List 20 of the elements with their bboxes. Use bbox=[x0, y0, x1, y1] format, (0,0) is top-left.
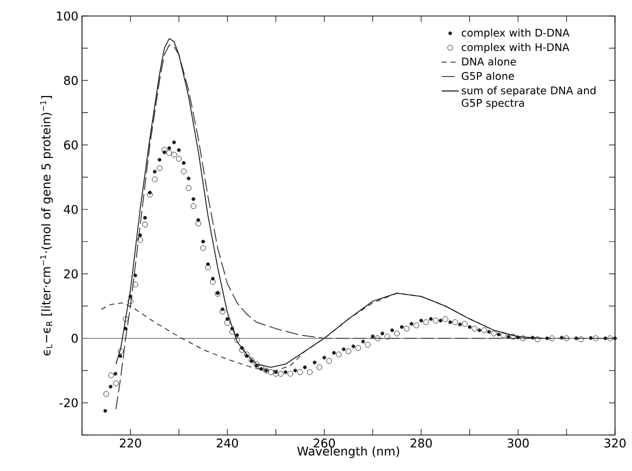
legend-label: complex with H-DNA bbox=[462, 43, 570, 54]
y-tick-label: -20 bbox=[60, 398, 78, 408]
text: ϵ$_{L}$−ϵ$_{R}$ [liter·cm$^{−1}$·(mol of gene 5 protein)$^{−1}$] bbox=[40, 96, 53, 356]
legend-label: complex with D-DNA bbox=[462, 28, 570, 39]
y-tick-label: 0 bbox=[72, 334, 78, 343]
y-tick-label: 40 bbox=[64, 204, 78, 214]
legend-label: G5P alone bbox=[462, 72, 514, 80]
legend-label: sum of separate DNA and G5P spectra bbox=[462, 86, 596, 109]
x-tick-label: 240 bbox=[216, 438, 238, 448]
x-tick-label: 260 bbox=[314, 438, 335, 448]
legend-label: DNA alone bbox=[462, 57, 516, 66]
y-tick-label: 60 bbox=[64, 140, 78, 150]
y-tick-label: 20 bbox=[64, 269, 78, 278]
x-tick-label: 220 bbox=[120, 438, 142, 448]
y-tick-label: 80 bbox=[64, 76, 78, 85]
x-tick-label: 280 bbox=[410, 438, 432, 448]
x-tick-label: 300 bbox=[508, 438, 529, 448]
x-tick-label: 320 bbox=[604, 438, 626, 448]
x-axis-title: Wavelength (nm) bbox=[297, 446, 400, 458]
y-tick-label: 100 bbox=[56, 11, 78, 21]
